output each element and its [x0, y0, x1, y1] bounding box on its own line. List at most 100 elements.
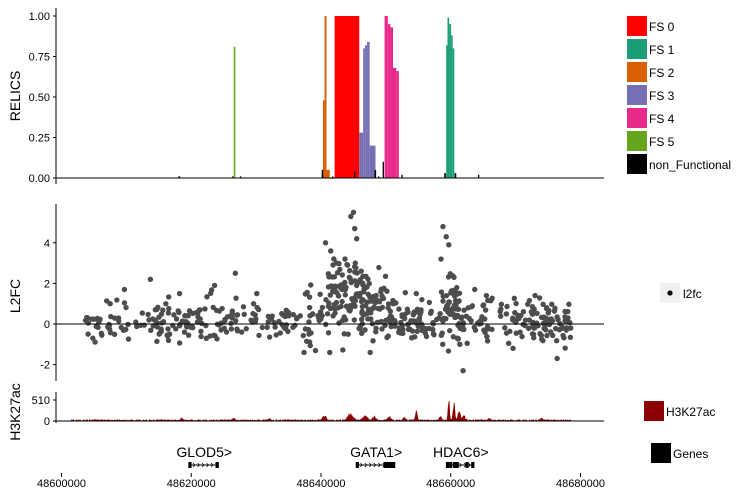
- l2fc-point-667: [443, 234, 449, 240]
- gene-strand-arrow: [369, 462, 372, 468]
- l2fc-point-346: [365, 276, 371, 282]
- l2fc-point-119: [197, 307, 203, 313]
- l2fc-point-445: [417, 311, 423, 318]
- l2fc-point-109: [204, 294, 210, 300]
- l2fc-point-162: [290, 311, 297, 318]
- l2fc-point-538: [469, 303, 476, 309]
- l2fc-point-334: [379, 326, 385, 332]
- l2fc-y-axis: -2 0 2 4: [40, 204, 57, 381]
- l2fc-point-643: [564, 325, 570, 331]
- l2fc-point-400: [402, 289, 409, 296]
- l2fc-point-390: [408, 318, 414, 324]
- l2fc-point-44: [125, 336, 132, 342]
- l2fc-point-186: [317, 291, 323, 298]
- l2fc-point-131: [259, 324, 266, 331]
- relics-bar-fs-3-4: [369, 145, 376, 178]
- relics-y-axis: 0.00 0.25 0.50 0.75 1.00: [29, 8, 57, 185]
- gene-label-0: GLOD5>: [176, 444, 232, 460]
- l2fc-point-623: [567, 334, 574, 341]
- l2fc-point-405: [390, 297, 396, 304]
- l2fc-point-430: [431, 332, 437, 338]
- l2fc-point-222: [342, 292, 348, 298]
- l2fc-point-99: [199, 320, 205, 327]
- l2fc-point-226: [330, 262, 336, 268]
- l2fc-point-275: [350, 299, 357, 305]
- l2fc-point-282: [327, 292, 334, 298]
- l2fc-point-422: [419, 296, 425, 303]
- l2fc-point-32: [139, 310, 145, 316]
- l2fc-point-561: [502, 325, 508, 331]
- relics-legend-label-5: FS 5: [649, 135, 675, 149]
- relics-legend-label-3: FS 3: [649, 89, 675, 103]
- relics-legend-label-6: non_Functional: [649, 158, 731, 172]
- relics-legend-swatch-1: [627, 39, 647, 59]
- l2fc-point-617: [550, 332, 556, 339]
- l2fc-point-676: [510, 345, 516, 352]
- l2fc-point-669: [438, 256, 444, 262]
- l2fc-point-396: [414, 328, 420, 335]
- l2fc-point-68: [163, 301, 169, 307]
- l2fc-point-350: [374, 297, 381, 304]
- l2fc-point-216: [324, 311, 331, 317]
- h3k27ac-signal-area: [70, 400, 572, 422]
- x-tick-label-0: 48600000: [37, 478, 86, 490]
- l2fc-point-639: [529, 304, 536, 310]
- l2fc-point-562: [520, 309, 527, 315]
- l2fc-legend-key-dot: [667, 290, 673, 296]
- l2fc-point-646: [530, 331, 537, 338]
- relics-bar-fs-3-0: [359, 132, 364, 178]
- l2fc-point-340: [358, 298, 365, 305]
- l2fc-point-509: [461, 307, 467, 313]
- l2fc-point-573: [503, 311, 510, 317]
- relics-bar-fs-1-4: [452, 48, 455, 179]
- l2fc-point-645: [548, 316, 554, 322]
- h3k27ac-y-tick-label-0: 0: [44, 416, 50, 428]
- l2fc-point-177: [285, 328, 291, 335]
- l2fc-point-96: [198, 328, 204, 335]
- l2fc-point-630: [544, 332, 550, 339]
- l2fc-point-539: [459, 314, 465, 320]
- l2fc-point-261: [343, 303, 350, 309]
- l2fc-point-215: [305, 326, 312, 333]
- l2fc-point-479: [440, 341, 446, 348]
- l2fc-point-524: [485, 297, 491, 304]
- l2fc-point-408: [386, 316, 392, 322]
- l2fc-point-182: [272, 324, 278, 330]
- relics-bar-fs-1-0: [446, 45, 448, 178]
- gene-strand-arrow: [210, 462, 214, 468]
- relics-y-tick-label-1: 0.25: [29, 133, 50, 145]
- x-tick-label-1: 48620000: [167, 478, 216, 490]
- gene-exon-1-0: [355, 462, 359, 468]
- l2fc-point-500: [438, 289, 445, 295]
- l2fc-point-128: [254, 304, 260, 311]
- l2fc-point-657: [322, 240, 329, 246]
- l2fc-point-644: [565, 308, 571, 315]
- l2fc-point-146: [224, 314, 231, 320]
- l2fc-point-653: [176, 290, 183, 297]
- l2fc-point-291: [338, 282, 345, 288]
- l2fc-point-106: [208, 287, 215, 293]
- l2fc-point-175: [294, 315, 300, 321]
- relics-bar-fs-4-2: [390, 27, 394, 179]
- l2fc-point-410: [385, 301, 392, 307]
- l2fc-point-504: [441, 315, 447, 321]
- l2fc-point-205: [308, 282, 314, 288]
- l2fc-point-329: [375, 305, 381, 312]
- relics-bar-non_functional-9: [239, 176, 242, 178]
- relics-y-tick-label-0: 0.00: [29, 173, 50, 185]
- relics-legend-label-0: FS 0: [649, 20, 675, 34]
- l2fc-point-199: [309, 311, 316, 317]
- l2fc-point-537: [460, 326, 466, 333]
- l2fc-point-140: [250, 301, 257, 307]
- l2fc-point-152: [234, 326, 240, 332]
- l2fc-y-axis-title: L2FC: [7, 279, 23, 313]
- l2fc-point-174: [276, 318, 282, 325]
- l2fc-point-652: [147, 276, 154, 283]
- l2fc-point-176: [279, 311, 285, 317]
- l2fc-point-404: [396, 326, 403, 333]
- l2fc-point-27: [85, 331, 91, 337]
- gene-exon-2-5: [471, 462, 475, 468]
- l2fc-point-661: [350, 209, 357, 216]
- l2fc-point-576: [526, 297, 533, 304]
- l2fc-point-569: [525, 325, 532, 332]
